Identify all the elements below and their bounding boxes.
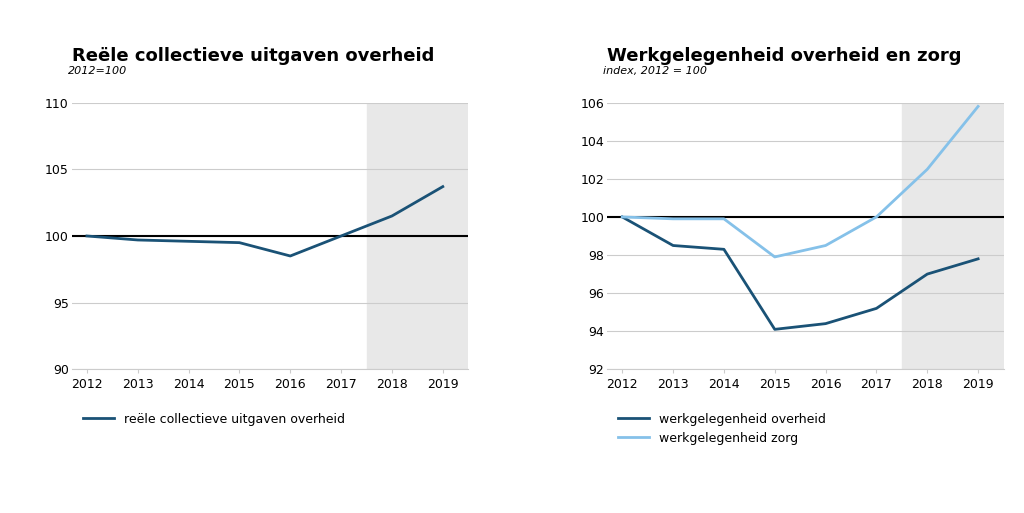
Bar <box>902 103 1004 369</box>
Text: index, 2012 = 100: index, 2012 = 100 <box>603 66 707 76</box>
Text: Werkgelegenheid overheid en zorg: Werkgelegenheid overheid en zorg <box>607 47 962 65</box>
Text: 2012=100: 2012=100 <box>68 66 127 76</box>
Legend: reële collectieve uitgaven overheid: reële collectieve uitgaven overheid <box>78 408 350 430</box>
Legend: werkgelegenheid overheid, werkgelegenheid zorg: werkgelegenheid overheid, werkgelegenhei… <box>613 408 831 450</box>
Text: Reële collectieve uitgaven overheid: Reële collectieve uitgaven overheid <box>72 47 434 65</box>
Bar <box>367 103 468 369</box>
